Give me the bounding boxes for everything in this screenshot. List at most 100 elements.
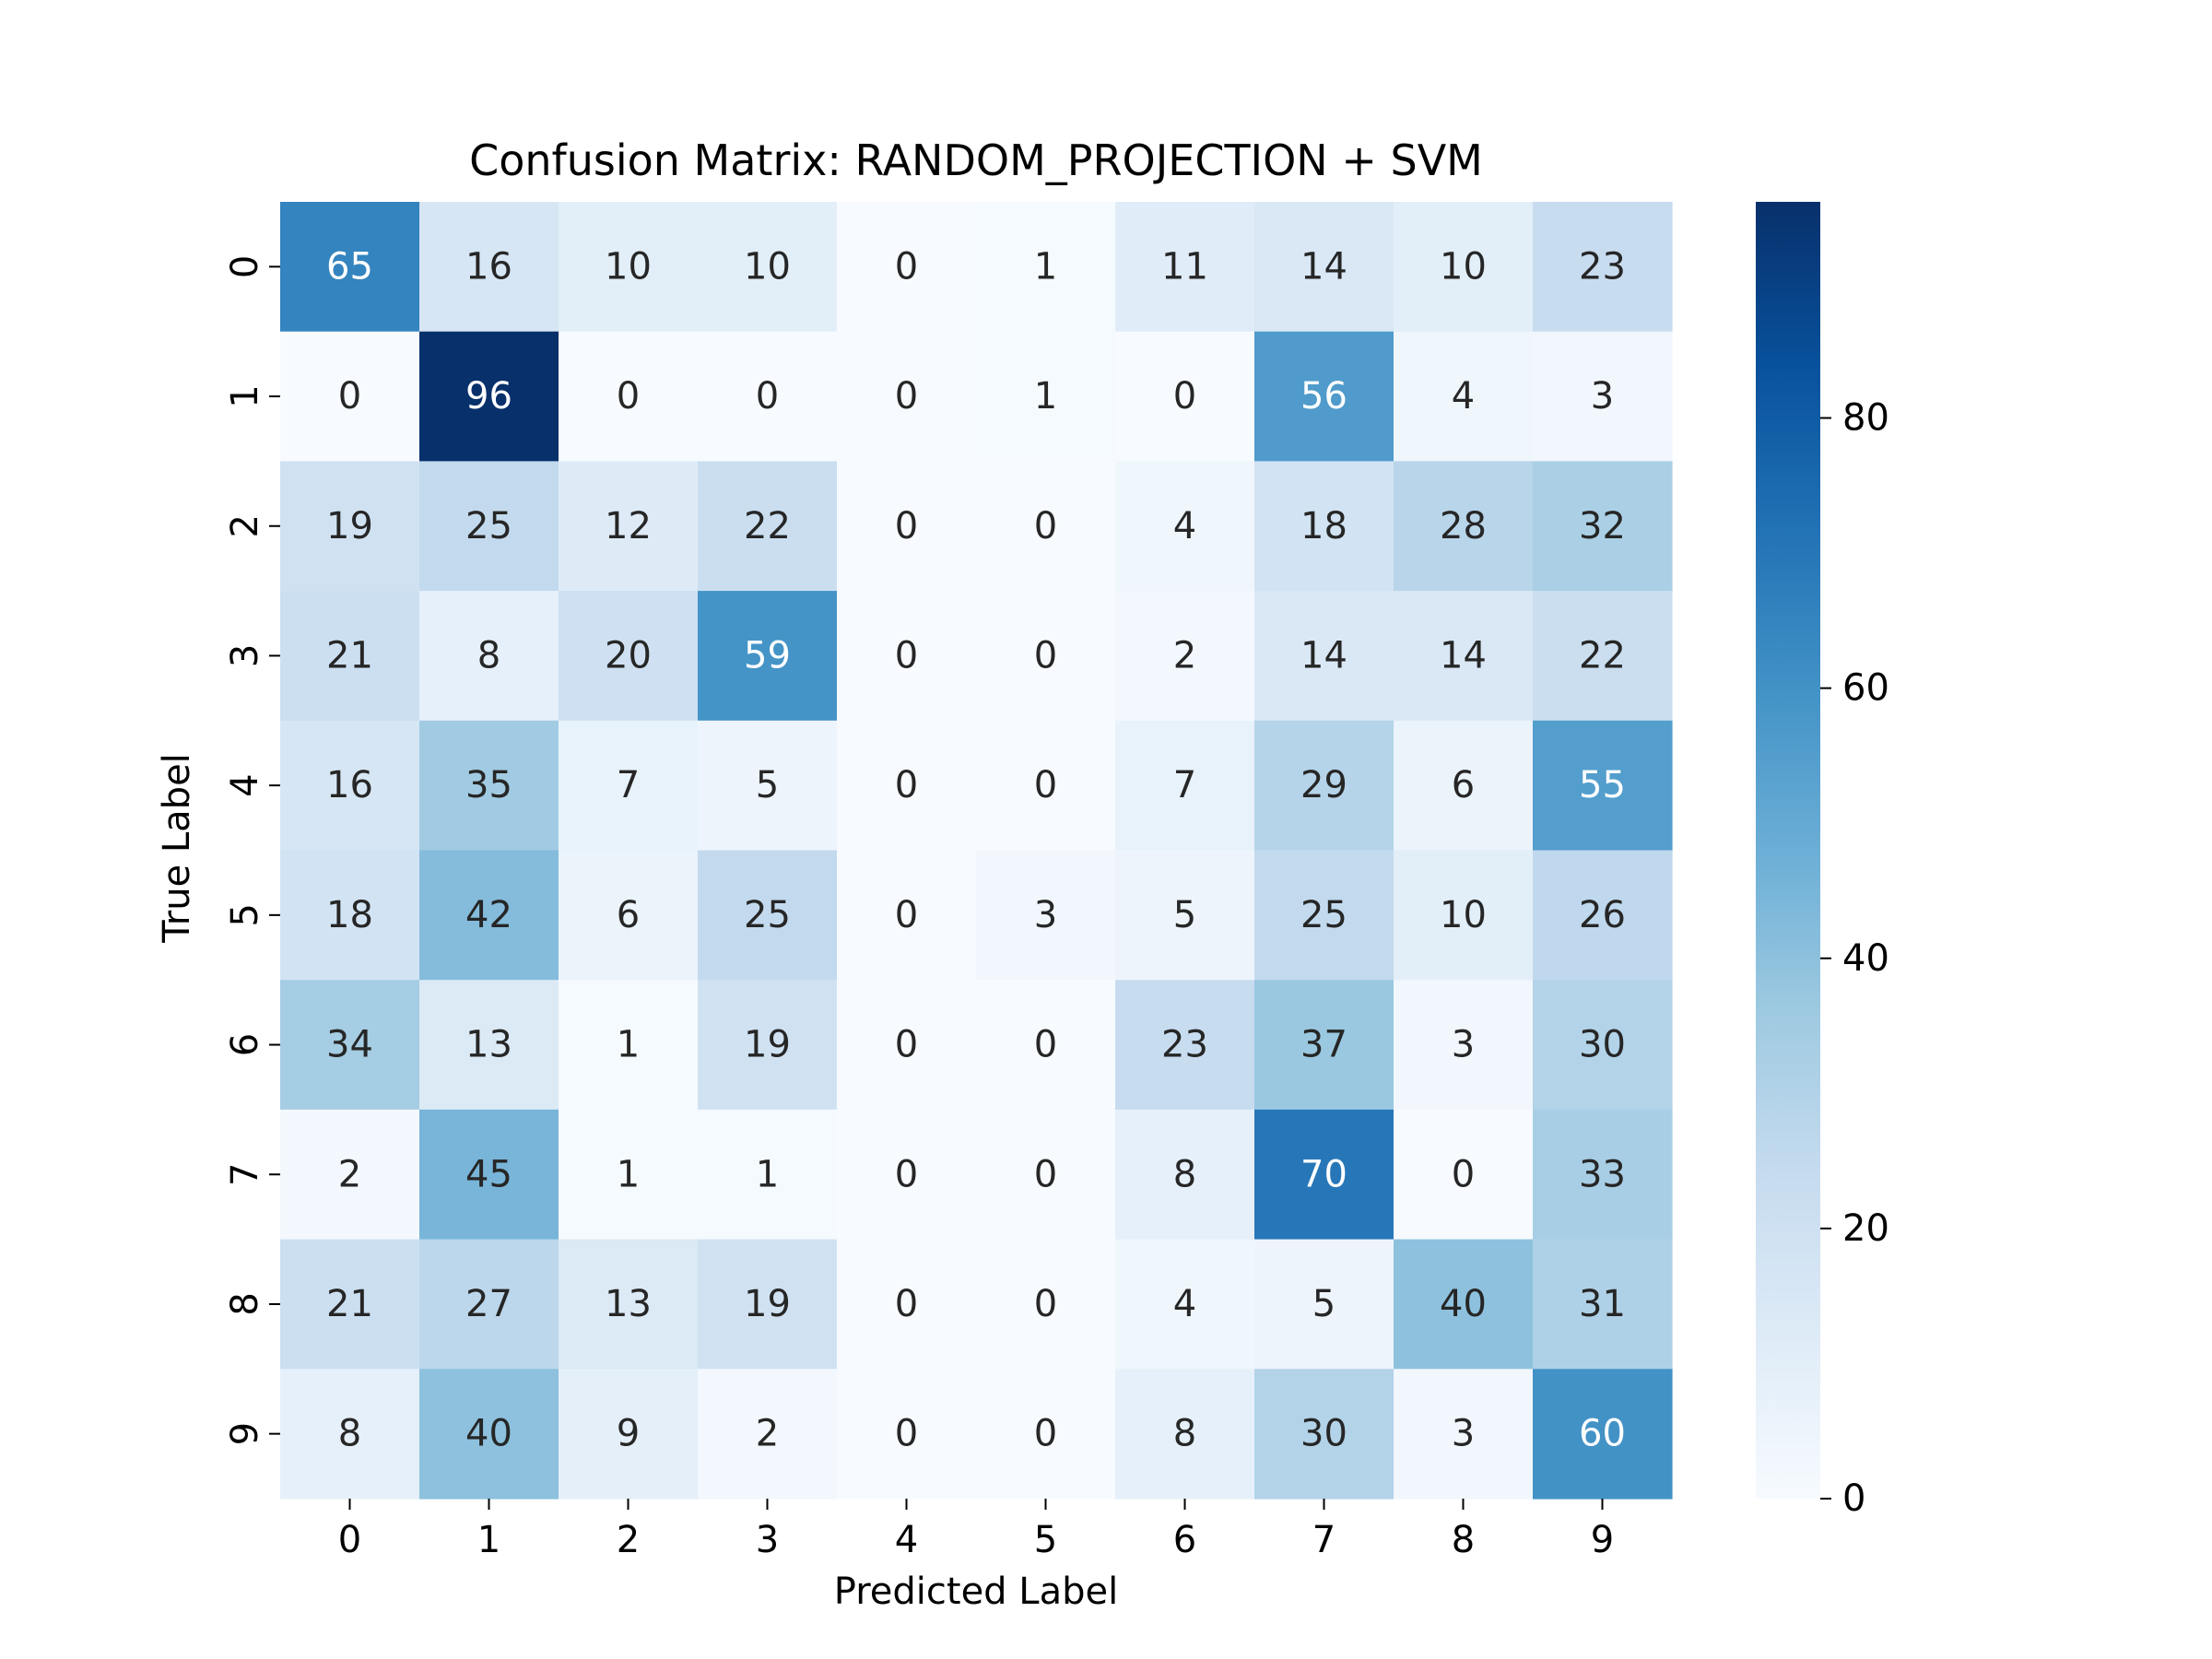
cell-value-label: 42	[465, 894, 512, 936]
heatmap-cell	[698, 591, 838, 722]
heatmap-cell	[1394, 331, 1534, 462]
heatmap-cell	[1115, 850, 1255, 981]
cell-value-label: 2	[1173, 634, 1196, 677]
cell-value-label: 28	[1440, 505, 1487, 547]
x-tick-label: 0	[338, 1519, 361, 1561]
cell-value-label: 1	[617, 1024, 640, 1066]
heatmap-cell	[559, 591, 699, 722]
cell-value-label: 40	[465, 1413, 512, 1455]
y-tick-label: 6	[224, 1033, 266, 1056]
cell-value-label: 59	[744, 634, 791, 677]
colorbar-tick-label: 20	[1842, 1207, 1889, 1250]
heatmap-cell	[559, 1109, 699, 1241]
heatmap-cell	[698, 1239, 838, 1370]
cell-value-label: 4	[1173, 1283, 1196, 1325]
heatmap-cell	[559, 461, 699, 592]
cell-value-label: 4	[1452, 375, 1475, 418]
heatmap-cell	[559, 720, 699, 852]
cell-value-label: 20	[605, 634, 652, 677]
cell-value-label: 7	[617, 764, 640, 806]
cell-value-label: 9	[617, 1413, 640, 1455]
x-tick-label: 2	[617, 1519, 640, 1561]
heatmap-cell-labels: 65 16 10 10 0 1 11 14 10 230 96 0 0 0 1 0 56 4 319 25 12 22 0 0…	[326, 245, 1626, 1454]
y-tick-label: 2	[224, 514, 266, 537]
heatmap-cell	[559, 331, 699, 462]
heatmap-cell	[1115, 1369, 1255, 1500]
cell-value-label: 19	[744, 1283, 791, 1325]
cell-value-label: 4	[1173, 505, 1196, 547]
colorbar-tick-label: 40	[1842, 937, 1889, 980]
cell-value-label: 3	[1452, 1024, 1475, 1066]
cell-value-label: 30	[1579, 1024, 1626, 1066]
heatmap-cell	[419, 1369, 559, 1500]
heatmap-cell	[976, 461, 1116, 592]
cell-value-label: 0	[1034, 1413, 1057, 1455]
heatmap-cell	[837, 980, 977, 1111]
cell-value-label: 19	[744, 1024, 791, 1066]
cell-value-label: 0	[895, 764, 918, 806]
cell-value-label: 31	[1579, 1283, 1626, 1325]
cell-value-label: 3	[1591, 375, 1614, 418]
heatmap-cell	[1533, 1369, 1673, 1500]
cell-value-label: 0	[895, 634, 918, 677]
cell-value-label: 10	[1440, 245, 1487, 288]
heatmap-cell	[280, 850, 420, 981]
cell-value-label: 1	[756, 1153, 779, 1195]
heatmap-cell	[698, 1369, 838, 1500]
cell-value-label: 13	[605, 1283, 652, 1325]
cell-value-label: 22	[1579, 634, 1626, 677]
cell-value-label: 7	[1173, 764, 1196, 806]
heatmap-cell	[1394, 980, 1534, 1111]
cell-value-label: 18	[326, 894, 373, 936]
cell-value-label: 33	[1579, 1153, 1626, 1195]
heatmap-cell	[1115, 1109, 1255, 1241]
heatmap-cell	[976, 202, 1116, 333]
heatmap-cell	[1254, 331, 1394, 462]
x-tick-label: 5	[1034, 1519, 1057, 1561]
heatmap-cell	[1254, 1109, 1394, 1241]
heatmap-cell	[698, 202, 838, 333]
cell-value-label: 23	[1161, 1024, 1208, 1066]
cell-value-label: 21	[326, 1283, 373, 1325]
cell-value-label: 16	[326, 764, 373, 806]
heatmap-cell	[280, 720, 420, 852]
colorbar	[1756, 202, 1820, 1499]
heatmap-cell	[837, 591, 977, 722]
cell-value-label: 12	[605, 505, 652, 547]
colorbar-tick-label: 0	[1842, 1477, 1865, 1520]
y-tick-label: 7	[224, 1163, 266, 1186]
cell-value-label: 5	[1312, 1283, 1335, 1325]
cell-value-label: 0	[617, 375, 640, 418]
cell-value-label: 45	[465, 1153, 512, 1195]
y-tick-label: 9	[224, 1422, 266, 1445]
cell-value-label: 11	[1161, 245, 1208, 288]
cell-value-label: 0	[895, 1024, 918, 1066]
heatmap-cell	[976, 980, 1116, 1111]
cell-value-label: 8	[477, 634, 500, 677]
y-axis-label: True Label	[156, 753, 198, 944]
heatmap-cell	[419, 720, 559, 852]
cell-value-label: 1	[1034, 245, 1057, 288]
heatmap-cell	[1115, 461, 1255, 592]
cell-value-label: 35	[465, 764, 512, 806]
heatmap-cell	[419, 1239, 559, 1370]
heatmap-cell	[837, 1239, 977, 1370]
cell-value-label: 0	[895, 1413, 918, 1455]
cell-value-label: 10	[744, 245, 791, 288]
cell-value-label: 2	[338, 1153, 361, 1195]
cell-value-label: 96	[465, 375, 512, 418]
y-tick-label: 1	[224, 384, 266, 407]
heatmap-cell	[1115, 591, 1255, 722]
cell-value-label: 26	[1579, 894, 1626, 936]
heatmap-cell	[1254, 1369, 1394, 1500]
cell-value-label: 5	[1173, 894, 1196, 936]
cell-value-label: 8	[338, 1413, 361, 1455]
y-axis-ticks: 0 1 2 3 4 5 6 7 8 9	[224, 255, 280, 1445]
x-tick-label: 6	[1173, 1519, 1196, 1561]
cell-value-label: 18	[1300, 505, 1347, 547]
heatmap-cell	[837, 1109, 977, 1241]
cell-value-label: 40	[1440, 1283, 1487, 1325]
heatmap-cell	[976, 591, 1116, 722]
heatmap-cell	[1394, 720, 1534, 852]
cell-value-label: 23	[1579, 245, 1626, 288]
